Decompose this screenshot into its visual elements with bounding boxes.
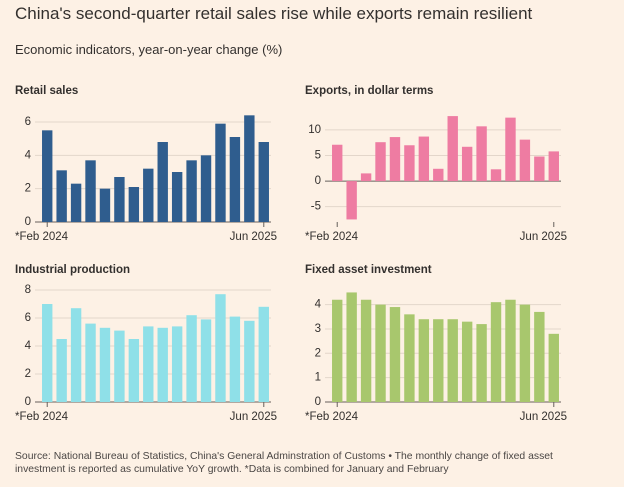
bar: [548, 333, 559, 402]
y-tick-label: -5: [311, 201, 321, 213]
bar: [157, 327, 168, 402]
y-tick-label: 10: [308, 124, 321, 136]
y-tick-label: 2: [315, 347, 321, 359]
bar: [99, 188, 111, 222]
panel-title: Industrial production: [15, 264, 130, 276]
bar: [85, 160, 96, 222]
bar: [519, 139, 531, 182]
x-tick-label: Jun 2025: [230, 231, 277, 243]
y-tick-label: 1: [315, 372, 321, 384]
bar: [505, 117, 516, 182]
bar: [114, 177, 125, 222]
y-tick-label: 2: [25, 368, 31, 380]
y-tick-label: 0: [315, 396, 321, 408]
bar: [56, 339, 67, 402]
x-tick-label: Jun 2025: [520, 231, 567, 243]
bar: [229, 137, 241, 222]
y-tick-label: 6: [25, 116, 31, 128]
bar: [99, 327, 111, 402]
source-note: Source: National Bureau of Statistics, C…: [15, 451, 553, 475]
y-tick-label: 0: [25, 216, 31, 228]
bar: [418, 319, 430, 402]
bar: [534, 156, 545, 182]
bar: [128, 187, 140, 222]
bar: [389, 137, 401, 182]
bar: [346, 292, 357, 402]
bar: [360, 299, 372, 402]
y-tick-label: 8: [25, 284, 31, 296]
panel-title: Retail sales: [15, 85, 78, 97]
bar: [375, 304, 386, 402]
bar: [332, 144, 343, 182]
bar: [215, 294, 226, 402]
bar: [143, 326, 154, 402]
bar: [42, 130, 53, 222]
y-tick-label: 3: [315, 323, 321, 335]
bar: [433, 319, 444, 402]
bar: [404, 145, 415, 182]
bar: [114, 330, 125, 402]
y-tick-label: 0: [315, 175, 321, 187]
bar: [229, 316, 241, 402]
bar: [360, 173, 372, 182]
bar: [200, 155, 212, 222]
bar: [433, 168, 444, 182]
x-tick-label: Jun 2025: [230, 411, 277, 423]
panel-title: Fixed asset investment: [305, 264, 432, 276]
bar: [447, 319, 458, 402]
bar: [70, 308, 82, 402]
bar: [171, 326, 183, 402]
bar: [461, 146, 473, 182]
x-tick-label: *Feb 2024: [15, 411, 69, 423]
bar: [244, 115, 255, 222]
y-tick-label: 4: [25, 340, 32, 352]
y-tick-label: 0: [25, 396, 31, 408]
bar: [128, 339, 140, 402]
bar: [332, 299, 343, 402]
y-tick-label: 2: [25, 183, 31, 195]
bar: [534, 311, 545, 402]
y-tick-label: 5: [315, 150, 321, 162]
bar: [447, 116, 458, 182]
bar: [186, 315, 197, 402]
x-tick-label: *Feb 2024: [305, 231, 359, 243]
bar: [519, 304, 531, 402]
bar: [505, 299, 516, 402]
bar: [476, 324, 487, 402]
panel-title: Exports, in dollar terms: [305, 85, 433, 97]
bar: [70, 183, 82, 222]
bar: [404, 314, 415, 402]
bar: [215, 123, 226, 222]
bar: [389, 307, 401, 402]
bar: [56, 170, 67, 222]
y-tick-label: 6: [25, 312, 31, 324]
bar: [200, 319, 212, 402]
y-tick-label: 4: [315, 299, 322, 311]
bar: [375, 142, 386, 182]
x-tick-label: *Feb 2024: [305, 411, 359, 423]
bar: [258, 142, 269, 222]
bar: [548, 151, 559, 182]
bar: [244, 320, 255, 402]
bar: [490, 302, 502, 402]
bar: [346, 181, 357, 220]
bar: [171, 172, 183, 222]
x-tick-label: Jun 2025: [520, 411, 567, 423]
y-tick-label: 4: [25, 149, 32, 161]
x-tick-label: *Feb 2024: [15, 231, 69, 243]
page-title: China's second-quarter retail sales rise…: [15, 4, 533, 23]
bar: [418, 136, 430, 182]
bar: [490, 169, 502, 182]
page-subtitle: Economic indicators, year-on-year change…: [15, 42, 283, 57]
bar: [85, 323, 96, 402]
bar: [461, 321, 473, 402]
bar: [42, 304, 53, 402]
bar: [143, 168, 154, 222]
bar: [258, 306, 269, 402]
bar: [476, 126, 487, 182]
bar: [157, 142, 168, 222]
bar: [186, 160, 197, 222]
